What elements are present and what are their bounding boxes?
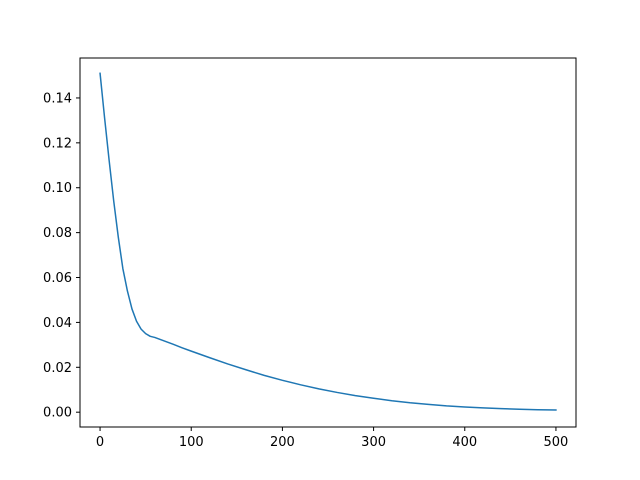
- y-tick-label: 0.02: [43, 361, 72, 376]
- y-tick-label: 0.04: [43, 316, 72, 331]
- x-tick-label: 300: [361, 435, 386, 450]
- x-tick-label: 400: [452, 435, 477, 450]
- y-tick-label: 0.00: [43, 406, 72, 421]
- x-tick-label: 0: [96, 435, 104, 450]
- x-axis: 0 100 200 300 400 500: [96, 427, 568, 450]
- x-tick-label: 500: [544, 435, 569, 450]
- plot-area: [99, 72, 557, 411]
- axes-frame: [79, 57, 577, 428]
- y-tick-label: 0.08: [43, 226, 72, 241]
- y-tick-label: 0.12: [43, 136, 72, 151]
- y-tick-label: 0.10: [43, 181, 72, 196]
- x-tick-label: 100: [179, 435, 204, 450]
- x-tick-label: 200: [270, 435, 295, 450]
- y-tick-label: 0.06: [43, 271, 72, 286]
- series-line: [99, 72, 557, 411]
- y-tick-label: 0.14: [43, 91, 72, 106]
- y-axis: 0.00 0.02 0.04 0.06 0.08 0.10 0.12 0.14: [43, 91, 80, 421]
